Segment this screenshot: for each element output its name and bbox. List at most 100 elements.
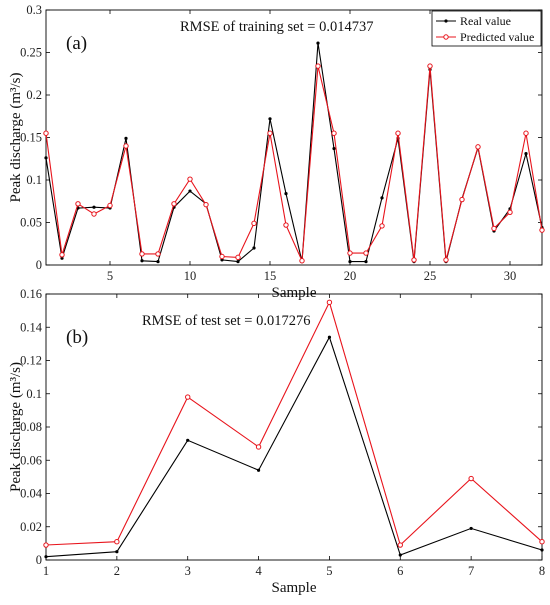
y-tick-label: 0.1 — [26, 173, 42, 187]
data-point-real — [186, 438, 190, 442]
y-axis-label: Peak discharge (m³/s) — [8, 72, 24, 202]
data-point-predicted — [523, 130, 529, 136]
data-point-predicted — [299, 258, 305, 264]
y-tick-label: 0.12 — [20, 354, 42, 368]
x-tick-label: 2 — [114, 564, 120, 578]
x-tick-label: 6 — [397, 564, 403, 578]
data-point-predicted — [43, 542, 49, 548]
data-point-predicted — [203, 201, 209, 208]
x-tick-label: 30 — [504, 269, 517, 283]
data-point-predicted — [468, 475, 474, 482]
data-point-predicted — [185, 394, 191, 400]
data-point-real — [348, 260, 352, 264]
y-tick-label: 0.14 — [20, 320, 43, 334]
y-tick-label: 0.16 — [20, 287, 42, 301]
data-point-real — [156, 260, 160, 264]
data-point-predicted — [397, 542, 403, 548]
data-point-predicted — [171, 201, 177, 207]
data-point-real — [44, 156, 48, 160]
y-tick-label: 0.02 — [20, 520, 42, 534]
data-point-predicted — [283, 222, 289, 228]
data-point-real — [124, 136, 128, 140]
data-point-predicted — [363, 250, 369, 256]
data-point-predicted — [315, 63, 321, 69]
x-tick-label: 5 — [326, 564, 332, 578]
data-point-predicted — [379, 223, 385, 229]
x-tick-label: 1 — [43, 564, 49, 578]
y-tick-label: 0.1 — [26, 387, 42, 401]
chart-panel-a: 0 0.05 0.1 0.15 0.2 0.25 0.3 5 10 15 20 25 30 Sample P… — [8, 3, 545, 301]
rmse-annotation: RMSE of training set = 0.014737 — [180, 19, 373, 35]
x-axis-label: Sample — [272, 580, 317, 596]
data-point-predicted — [187, 176, 193, 182]
series-predicted — [43, 63, 545, 264]
data-point-real — [140, 259, 144, 263]
legend-label-real: Real value — [460, 14, 511, 28]
data-point-predicted — [427, 63, 433, 69]
data-point-predicted — [255, 444, 262, 450]
data-point-predicted — [114, 539, 120, 545]
data-point-real — [469, 526, 473, 531]
data-point-real — [256, 468, 261, 472]
data-point-real — [364, 260, 368, 264]
x-tick-label: 5 — [107, 269, 113, 283]
data-point-real — [44, 555, 48, 559]
legend-marker-predicted — [443, 34, 449, 40]
data-point-real — [60, 256, 64, 260]
series-line — [45, 335, 543, 558]
data-point-real — [284, 192, 288, 196]
data-point-real — [188, 189, 192, 193]
data-point-real — [380, 196, 384, 200]
data-point-predicted — [91, 211, 97, 217]
x-axis-label: Sample — [272, 285, 317, 301]
series-predicted — [43, 299, 545, 548]
data-point-predicted — [443, 257, 449, 263]
data-point-real — [220, 258, 224, 262]
data-point-predicted — [326, 299, 333, 306]
y-tick-label: 0.05 — [20, 216, 42, 230]
data-point-predicted — [539, 539, 545, 545]
legend-box — [431, 10, 542, 47]
data-point-predicted — [43, 130, 49, 136]
data-point-predicted — [411, 257, 417, 263]
data-point-predicted — [395, 130, 401, 136]
x-tick-label: 20 — [344, 269, 357, 283]
chart-panel-b: 0 0.02 0.04 0.06 0.08 0.1 0.12 0.14 0.16 1 2 3 4 5 6 7 8… — [8, 287, 545, 596]
rmse-annotation: RMSE of test set = 0.017276 — [142, 313, 311, 329]
data-point-real — [236, 260, 240, 264]
data-point-predicted — [107, 202, 113, 209]
x-tick-label: 10 — [184, 269, 197, 283]
data-point-real — [398, 553, 402, 557]
y-tick-label: 0.04 — [20, 487, 43, 501]
data-point-real — [332, 146, 336, 151]
data-point-predicted — [491, 225, 497, 232]
panel-label: (a) — [66, 33, 87, 54]
y-tick-label: 0 — [36, 553, 42, 567]
x-tick-label: 25 — [424, 269, 437, 283]
legend-marker-real — [444, 19, 448, 23]
y-tick-label: 0.15 — [20, 131, 42, 145]
data-point-predicted — [155, 251, 161, 257]
data-point-predicted — [475, 144, 481, 150]
y-tick-label: 0.06 — [20, 453, 42, 467]
x-tick-label: 15 — [264, 269, 277, 283]
data-point-predicted — [267, 130, 273, 136]
data-point-predicted — [507, 209, 513, 216]
data-point-predicted — [459, 196, 465, 203]
x-tick-label: 3 — [185, 564, 191, 578]
data-point-predicted — [139, 251, 145, 257]
y-tick-label: 0.25 — [20, 46, 42, 60]
data-point-real — [268, 117, 272, 121]
data-point-predicted — [539, 227, 545, 233]
x-tick-label: 4 — [255, 564, 262, 578]
data-point-predicted — [347, 250, 353, 256]
data-point-predicted — [75, 201, 81, 207]
y-tick-label: 0 — [36, 258, 42, 272]
data-point-predicted — [123, 143, 129, 149]
legend: Real value Predicted value — [431, 10, 542, 47]
data-point-real — [540, 548, 544, 552]
x-tick-label: 7 — [468, 564, 474, 578]
data-point-predicted — [331, 130, 337, 136]
y-axis-label: Peak discharge (m³/s) — [8, 362, 24, 492]
